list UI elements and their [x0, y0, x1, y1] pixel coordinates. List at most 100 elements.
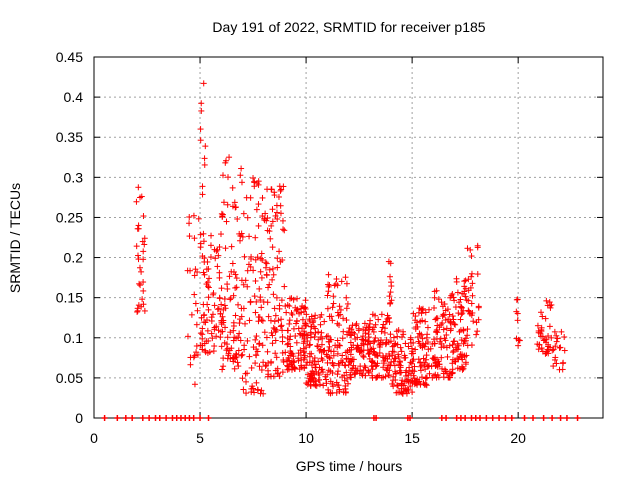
data-point [396, 369, 403, 376]
data-point [318, 341, 325, 348]
data-point [258, 304, 265, 311]
data-point [296, 310, 303, 317]
data-point [327, 390, 334, 397]
data-point [550, 346, 557, 353]
data-point [258, 367, 265, 374]
zero-point [205, 415, 212, 421]
data-point [459, 356, 466, 363]
data-point [460, 340, 467, 347]
data-point [392, 340, 399, 347]
data-point [254, 387, 261, 394]
zero-markers [101, 415, 581, 421]
data-point [388, 297, 395, 304]
data-point [214, 263, 221, 270]
data-point [300, 349, 307, 356]
data-point [248, 253, 255, 260]
data-point [234, 216, 241, 223]
zero-point [557, 415, 564, 421]
data-point [424, 324, 431, 331]
data-point [390, 373, 397, 380]
data-point [219, 172, 226, 179]
data-point [414, 334, 421, 341]
data-point [217, 231, 224, 238]
data-point [244, 267, 251, 274]
data-point [264, 348, 271, 355]
data-point [233, 284, 240, 291]
data-point [438, 354, 445, 361]
data-point [208, 314, 215, 321]
y-tick-label: 0.3 [64, 169, 84, 185]
data-point [293, 339, 300, 346]
data-point [377, 341, 384, 348]
data-point [365, 331, 372, 338]
data-point [294, 306, 301, 313]
data-point [559, 360, 566, 367]
data-point [230, 292, 237, 299]
zero-point [508, 415, 515, 421]
data-point [325, 347, 332, 354]
data-point [272, 350, 279, 357]
data-point [247, 299, 254, 306]
data-point [515, 342, 522, 349]
data-point [238, 352, 245, 359]
data-point [328, 313, 335, 320]
data-point [299, 325, 306, 332]
zero-point [190, 415, 197, 421]
data-point [274, 215, 281, 222]
data-point [449, 313, 456, 320]
data-point [259, 257, 266, 264]
data-point [351, 330, 358, 337]
data-point [200, 238, 207, 245]
data-point [224, 345, 231, 352]
data-point [279, 349, 286, 356]
data-point [270, 271, 277, 278]
data-point [278, 316, 285, 323]
data-point [261, 215, 268, 222]
data-point [184, 333, 191, 340]
data-point [325, 271, 332, 278]
data-point [207, 254, 214, 261]
data-point [538, 333, 545, 340]
data-point [458, 304, 465, 311]
data-point [133, 198, 140, 205]
data-point [334, 350, 341, 357]
zero-point [373, 415, 380, 421]
data-point [288, 350, 295, 357]
data-point [468, 300, 475, 307]
data-point [186, 213, 193, 220]
data-point [264, 186, 271, 193]
data-point [238, 230, 245, 237]
data-point [321, 318, 328, 325]
zero-point [156, 415, 163, 421]
data-point [403, 372, 410, 379]
data-point [385, 372, 392, 379]
data-point [534, 322, 541, 329]
data-point [538, 345, 545, 352]
data-point [460, 307, 467, 314]
data-point [432, 362, 439, 369]
data-point [453, 346, 460, 353]
data-point [380, 321, 387, 328]
data-point [389, 343, 396, 350]
data-point [290, 353, 297, 360]
data-point [324, 305, 331, 312]
data-point [135, 184, 142, 191]
data-point [395, 351, 402, 358]
data-point [349, 329, 356, 336]
data-point [314, 342, 321, 349]
data-point [285, 340, 292, 347]
data-point [424, 331, 431, 338]
data-point [273, 209, 280, 216]
data-point [306, 353, 313, 360]
data-point [220, 199, 227, 206]
data-point [391, 349, 398, 356]
data-point [343, 305, 350, 312]
data-point [382, 318, 389, 325]
data-point [338, 357, 345, 364]
data-point [395, 353, 402, 360]
data-point [462, 277, 469, 284]
data-point [229, 184, 236, 191]
data-point [355, 325, 362, 332]
data-point [218, 343, 225, 350]
data-point [345, 361, 352, 368]
